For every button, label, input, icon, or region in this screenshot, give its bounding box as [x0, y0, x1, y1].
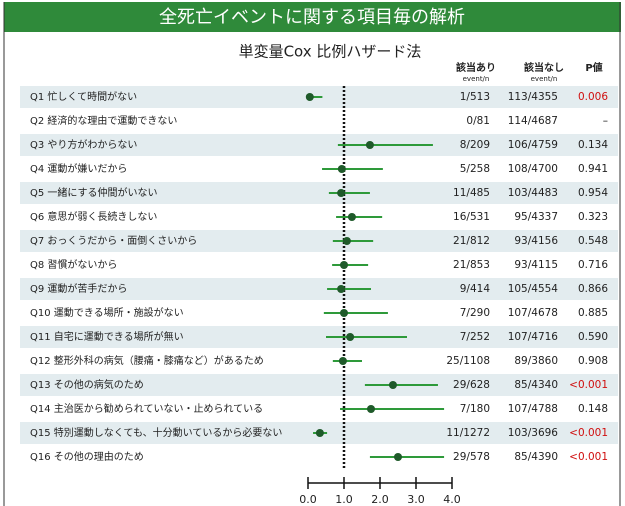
p-value: 0.716 — [578, 259, 608, 271]
column-header: P値 — [585, 61, 602, 74]
exposed-count: 25/1108 — [446, 355, 490, 367]
p-value: 0.323 — [578, 211, 608, 223]
chart-subtitle: 単変量Cox 比例ハザード法 — [239, 43, 422, 61]
hazard-ratio — [346, 333, 355, 341]
hazard-ratio — [337, 165, 346, 173]
row-label: Q10 運動できる場所・施設がない — [30, 306, 184, 319]
p-value: 0.941 — [578, 163, 608, 175]
hazard-ratio — [388, 381, 397, 389]
row-stripe — [20, 326, 618, 348]
unexposed-count: 107/4788 — [508, 403, 558, 415]
hazard-ratio — [337, 189, 346, 197]
column-subheader: event/n — [531, 75, 558, 83]
exposed-count: 29/628 — [453, 379, 490, 391]
row-stripe — [20, 278, 618, 300]
hazard-ratio — [342, 237, 351, 245]
p-value: – — [603, 115, 608, 127]
hazard-ratio — [347, 213, 356, 221]
row-label: Q12 整形外科の病気（腰痛・膝痛など）があるため — [30, 354, 264, 367]
x-tick-label: 1.0 — [335, 493, 353, 506]
p-value: <0.001 — [569, 379, 608, 391]
row-label: Q15 特別運動しなくても、十分動いているから必要ない — [30, 426, 282, 439]
column-header: 該当なし — [524, 61, 564, 74]
p-value: 0.954 — [578, 187, 608, 199]
p-value: <0.001 — [569, 451, 608, 463]
unexposed-count: 85/4390 — [514, 451, 558, 463]
p-value: 0.866 — [578, 283, 608, 295]
unexposed-count: 93/4115 — [514, 259, 558, 271]
p-value: 0.885 — [578, 307, 608, 319]
row-label: Q6 意思が弱く長続きしない — [30, 210, 157, 223]
row-label: Q7 おっくうだから・面倒くさいから — [30, 235, 197, 247]
exposed-count: 7/180 — [460, 403, 490, 415]
exposed-count: 11/1272 — [446, 427, 490, 439]
hazard-ratio — [365, 141, 374, 149]
hazard-ratio — [367, 405, 375, 413]
unexposed-count: 85/4340 — [514, 379, 558, 391]
exposed-count: 1/513 — [460, 91, 490, 103]
p-value: 0.148 — [578, 403, 608, 415]
unexposed-count: 95/4337 — [514, 211, 558, 223]
row-label: Q13 その他の病気のため — [30, 378, 144, 391]
row-label: Q14 主治医から勧められていない・止められている — [30, 402, 263, 415]
hazard-ratio — [338, 357, 347, 365]
hazard-ratio — [315, 429, 324, 437]
exposed-count: 16/531 — [453, 211, 490, 223]
hazard-ratio — [340, 261, 348, 269]
p-value: 0.548 — [578, 235, 608, 247]
p-value: 0.590 — [578, 331, 608, 343]
row-label: Q9 運動が苦手だから — [30, 282, 127, 295]
hazard-ratio — [337, 285, 346, 293]
row-label: Q1 忙しくて時間がない — [30, 90, 137, 103]
row-stripe — [20, 230, 618, 252]
unexposed-count: 107/4678 — [508, 307, 558, 319]
unexposed-count: 103/3696 — [508, 427, 559, 439]
exposed-count: 9/414 — [460, 283, 491, 295]
exposed-count: 0/81 — [466, 115, 490, 127]
p-value: 0.908 — [578, 355, 608, 367]
exposed-count: 8/209 — [460, 139, 490, 151]
hazard-ratio — [305, 93, 314, 101]
unexposed-count: 107/4716 — [508, 331, 559, 343]
unexposed-count: 108/4700 — [508, 163, 558, 175]
p-value: 0.006 — [578, 91, 608, 103]
row-label: Q8 習慣がないから — [30, 258, 117, 271]
p-value: 0.134 — [578, 139, 608, 151]
row-label: Q11 自宅に運動できる場所が無い — [30, 330, 184, 343]
exposed-count: 29/578 — [453, 451, 490, 463]
column-header: 該当あり — [456, 61, 496, 74]
row-label: Q16 その他の理由のため — [30, 450, 144, 463]
exposed-count: 7/290 — [460, 307, 490, 319]
exposed-count: 7/252 — [460, 331, 490, 343]
unexposed-count: 89/3860 — [514, 355, 558, 367]
row-label: Q5 一緒にする仲間がいない — [30, 186, 158, 199]
x-tick-label: 2.0 — [371, 493, 389, 506]
x-tick-label: 0.0 — [299, 493, 317, 506]
exposed-count: 21/812 — [453, 235, 490, 247]
unexposed-count: 93/4156 — [514, 235, 558, 247]
hazard-ratio — [340, 309, 348, 317]
row-label: Q3 やり方がわからない — [30, 138, 137, 151]
row-label: Q4 運動が嫌いだから — [30, 162, 127, 175]
column-subheader: event/n — [463, 75, 490, 83]
x-tick-label: 4.0 — [443, 493, 461, 506]
row-stripe — [20, 182, 618, 204]
unexposed-count: 106/4759 — [508, 139, 558, 151]
title-banner — [4, 2, 621, 32]
unexposed-count: 114/4687 — [508, 115, 558, 127]
exposed-count: 11/485 — [453, 187, 490, 199]
row-stripe — [20, 134, 618, 156]
exposed-count: 21/853 — [453, 259, 490, 271]
unexposed-count: 113/4355 — [508, 91, 558, 103]
hazard-ratio — [394, 453, 402, 461]
chart-title: 全死亡イベントに関する項目毎の解析 — [159, 7, 465, 28]
row-stripe — [20, 374, 618, 396]
unexposed-count: 105/4554 — [508, 283, 559, 295]
p-value: <0.001 — [569, 427, 608, 439]
unexposed-count: 103/4483 — [508, 187, 558, 199]
exposed-count: 5/258 — [460, 163, 490, 175]
row-label: Q2 経済的な理由で運動できない — [30, 114, 177, 127]
x-tick-label: 3.0 — [407, 493, 425, 506]
